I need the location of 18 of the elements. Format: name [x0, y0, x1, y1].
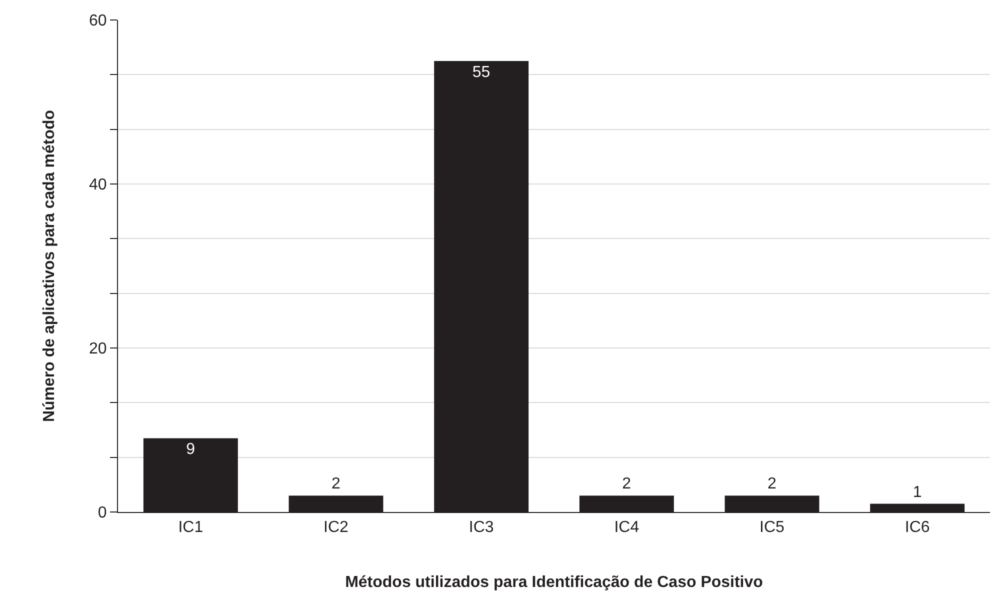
x-tick-label: IC1 — [178, 519, 204, 536]
data-label: 2 — [768, 476, 776, 493]
data-label: 9 — [186, 441, 196, 458]
data-label: 1 — [912, 484, 922, 501]
data-label: 2 — [622, 476, 632, 493]
data-label: 2 — [332, 476, 340, 493]
y-tick-label: 40 — [89, 176, 107, 194]
x-tick-label: IC5 — [760, 519, 785, 536]
y-axis-title: Número de aplicativos para cada método — [40, 110, 58, 422]
x-tick-label: IC6 — [904, 519, 930, 536]
y-tick-label: 0 — [98, 504, 107, 522]
x-axis-title: Métodos utilizados para Identificação de Caso Positivo — [345, 574, 764, 591]
x-tick-label: IC3 — [468, 519, 494, 536]
y-tick-label: 20 — [89, 340, 107, 358]
x-tick-label: IC4 — [614, 519, 640, 536]
x-tick-label: IC2 — [324, 519, 349, 536]
data-label: 55 — [472, 64, 490, 81]
y-tick-label: 60 — [89, 12, 107, 30]
